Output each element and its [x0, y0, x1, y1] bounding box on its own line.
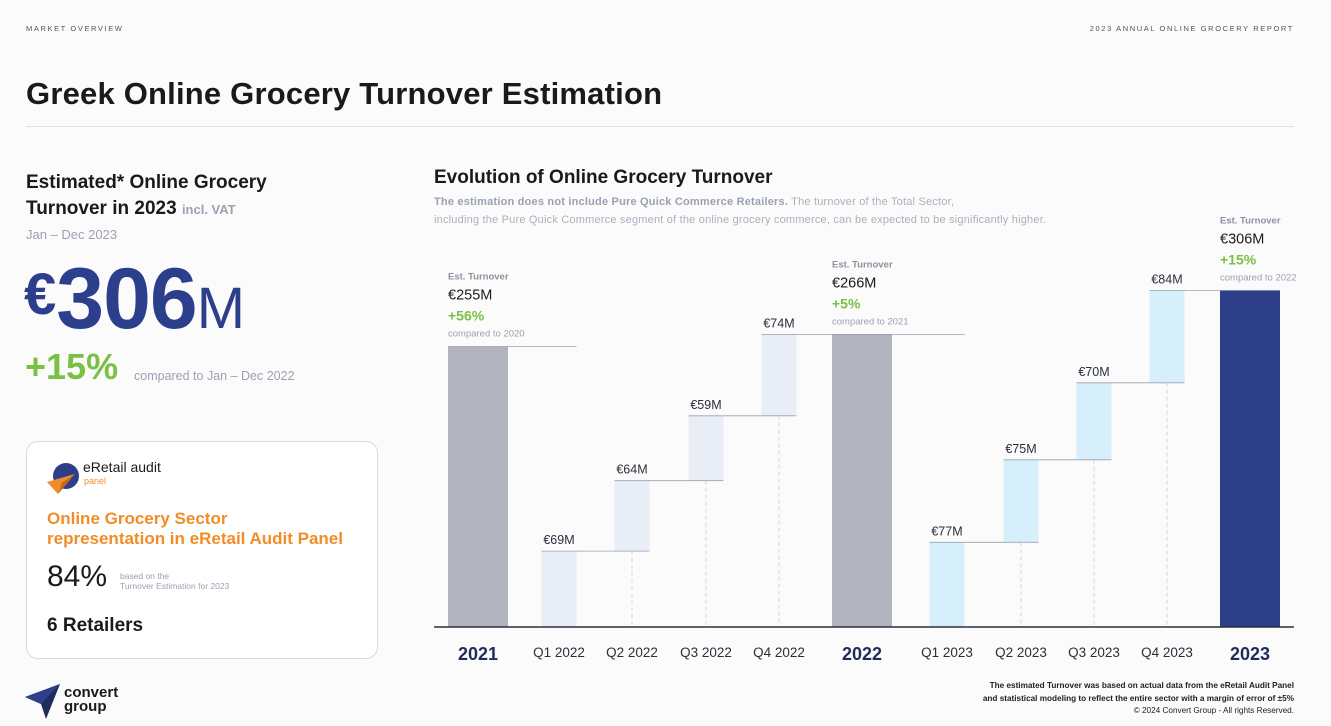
kpi-value: €306M — [24, 250, 245, 349]
bar-q4-2023 — [1149, 290, 1185, 383]
compare-label: compared to 2021 — [832, 316, 909, 327]
data-label: €77M — [931, 524, 962, 538]
category-label: Q1 2022 — [533, 645, 585, 660]
data-label: €75M — [1005, 442, 1036, 456]
data-label: €70M — [1078, 365, 1109, 379]
chart-subtitle-bold: The estimation does not include Pure Qui… — [434, 196, 789, 208]
eretail-logo-name: eRetail audit — [83, 459, 161, 475]
category-label: Q4 2022 — [753, 645, 805, 660]
total-value-label: €306M — [1220, 231, 1264, 247]
bar-q2-2023 — [1003, 459, 1039, 543]
panel-share-note-line1: based on the — [120, 571, 170, 581]
est-turnover-label: Est. Turnover — [1220, 215, 1281, 226]
convert-group-wordmark: convert group — [64, 684, 119, 715]
data-label: €64M — [616, 463, 647, 477]
category-label: 2022 — [842, 644, 882, 664]
kpi-number: 306 — [56, 251, 197, 347]
convert-group-logo-icon — [25, 684, 60, 719]
kpi-period: Jan – Dec 2023 — [26, 227, 118, 242]
kpi-compare: compared to Jan – Dec 2022 — [134, 369, 295, 383]
eretail-logo-icon — [47, 463, 79, 494]
compare-label: compared to 2022 — [1220, 272, 1297, 283]
data-label: €59M — [690, 398, 721, 412]
category-label: Q4 2023 — [1141, 645, 1193, 660]
kpi-heading-line2: Turnover in 2023 — [26, 198, 177, 219]
total-value-label: €266M — [832, 275, 876, 291]
panel-share-note: based on the Turnover Estimation for 202… — [120, 571, 229, 591]
chart-subtitle-rest: The turnover of the Total Sector, — [791, 196, 955, 208]
kpi-vat-note: incl. VAT — [181, 202, 236, 217]
total-value-label: €255M — [448, 288, 492, 304]
bar-2021 — [448, 346, 508, 627]
kpi-heading-line1: Estimated* Online Grocery — [26, 172, 267, 193]
data-label: €69M — [543, 533, 574, 547]
category-label: Q3 2022 — [680, 645, 732, 660]
chart-subtitle-line2: including the Pure Quick Commerce segmen… — [434, 214, 1047, 226]
footnote-line2: and statistical modeling to reflect the … — [982, 693, 1294, 703]
panel-share-note-line2: Turnover Estimation for 2023 — [120, 581, 230, 591]
category-label: 2021 — [458, 644, 498, 664]
data-label: €84M — [1151, 272, 1182, 286]
bar-2023 — [1220, 290, 1280, 627]
kpi-currency: € — [24, 262, 57, 327]
growth-label: +15% — [1220, 251, 1257, 267]
growth-label: +5% — [832, 295, 861, 311]
bar-q2-2022 — [614, 480, 650, 552]
est-turnover-label: Est. Turnover — [832, 259, 893, 270]
footnote-line1: The estimated Turnover was based on actu… — [989, 681, 1294, 690]
page-title: Greek Online Grocery Turnover Estimation — [26, 76, 663, 111]
data-label: €74M — [763, 316, 794, 330]
bar-2022 — [832, 334, 892, 627]
category-label: Q2 2023 — [995, 645, 1047, 660]
report-label: 2023 ANNUAL ONLINE GROCERY REPORT — [1089, 24, 1294, 33]
eretail-panel-card: eRetail audit panel Online Grocery Secto… — [26, 441, 378, 659]
bar-q1-2023 — [929, 542, 965, 627]
kpi-growth: +15% — [25, 346, 119, 387]
category-label: Q1 2023 — [921, 645, 973, 660]
panel-heading: Online Grocery Sector representation in … — [47, 509, 343, 549]
kpi-heading: Estimated* Online Grocery Turnover in 20… — [26, 170, 267, 223]
brand-line1: convert — [64, 684, 119, 701]
brand-line2: group — [64, 698, 107, 715]
kpi-unit: M — [196, 276, 246, 341]
panel-heading-line1: Online Grocery Sector — [47, 509, 228, 528]
panel-share: 84% — [47, 560, 108, 593]
panel-heading-line2: representation in eRetail Audit Panel — [47, 529, 343, 548]
eretail-logo-sub: panel — [84, 476, 107, 486]
est-turnover-label: Est. Turnover — [448, 272, 509, 283]
compare-label: compared to 2020 — [448, 329, 525, 340]
section-label: MARKET OVERVIEW — [26, 24, 124, 33]
chart-subtitle: The estimation does not include Pure Qui… — [434, 193, 1046, 229]
title-divider — [26, 126, 1294, 127]
bar-q3-2023 — [1076, 382, 1112, 460]
chart-title: Evolution of Online Grocery Turnover — [434, 167, 773, 188]
growth-label: +56% — [448, 308, 485, 324]
footnote: The estimated Turnover was based on actu… — [983, 680, 1294, 718]
bar-q3-2022 — [688, 415, 724, 481]
panel-retailers: 6 Retailers — [47, 615, 144, 636]
category-label: 2023 — [1230, 644, 1270, 664]
bar-q1-2022 — [541, 551, 577, 627]
category-label: Q2 2022 — [606, 645, 658, 660]
footnote-copyright: © 2024 Convert Group - All rights Reserv… — [1133, 706, 1294, 715]
category-label: Q3 2023 — [1068, 645, 1120, 660]
bar-q4-2022 — [761, 334, 797, 416]
